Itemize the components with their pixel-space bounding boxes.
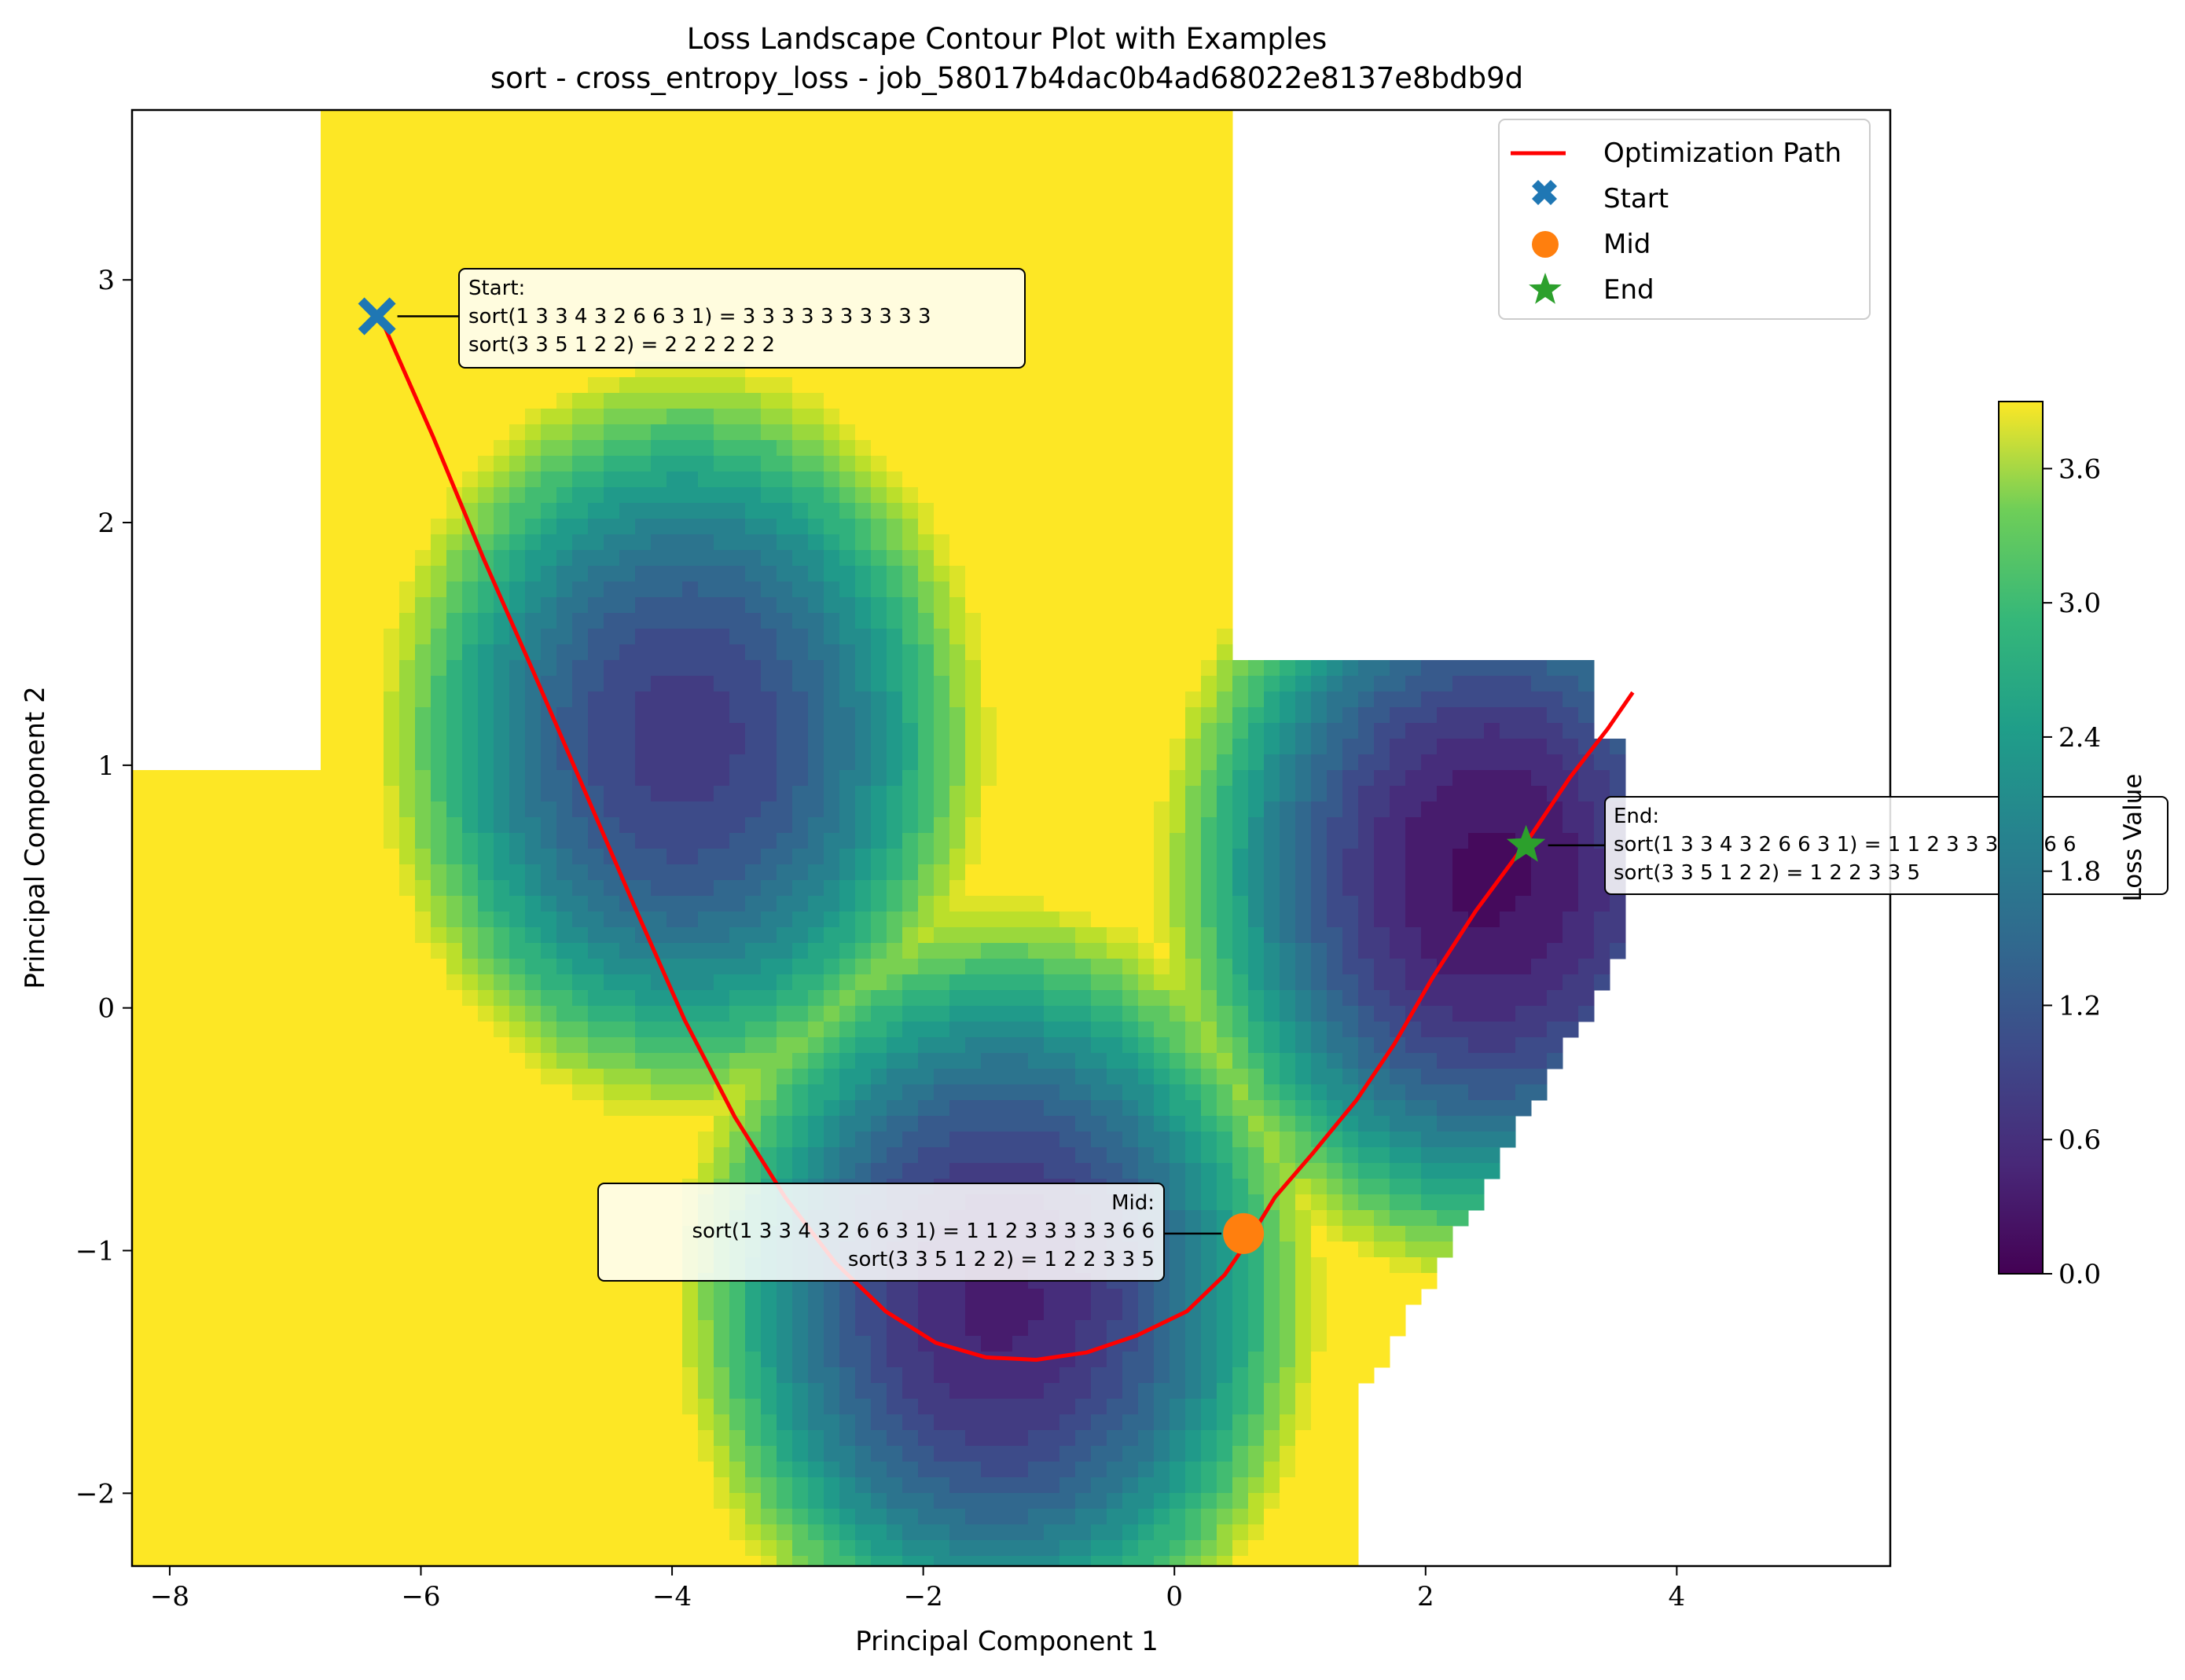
path-layer: [381, 322, 1635, 1362]
annotation-box-start: [458, 268, 1026, 369]
annotation-line-mid: sort(1 3 3 4 3 2 6 6 3 1) = 1 1 2 3 3 3 …: [692, 1220, 1155, 1243]
y-axis-ticks: −2 −1 0 1 2 3: [75, 265, 132, 1509]
legend-label-path: Optimization Path: [1603, 138, 1842, 169]
colorbar-tick-label: 1.8: [2058, 857, 2101, 888]
x-tick-label: −8: [150, 1581, 189, 1612]
chart-title: Loss Landscape Contour Plot with Example…: [687, 22, 1328, 56]
x-tick-label: −6: [401, 1581, 440, 1612]
end-marker: [1506, 824, 1546, 862]
colorbar-gradient: [1998, 401, 2044, 1275]
legend: Optimization Path Start Mid End: [1498, 119, 1871, 320]
y-tick-label: 2: [97, 508, 115, 539]
legend-end-star-icon: [1529, 273, 1562, 304]
start-marker: [358, 297, 396, 336]
x-axis-ticks: −8 −6 −4 −2 0 2 4: [150, 1566, 1685, 1612]
annotation-line-end: End:: [1614, 805, 1659, 828]
legend-box: [1498, 119, 1871, 320]
legend-label-end: End: [1603, 274, 1654, 306]
annotation-line-start: Start:: [468, 277, 525, 300]
annotation-line-end: sort(3 3 5 1 2 2) = 1 2 2 3 3 5: [1614, 861, 1920, 885]
y-tick-label: 0: [97, 993, 115, 1025]
mid-marker: [1223, 1212, 1265, 1254]
contour-field: [132, 110, 1626, 1566]
x-tick-label: 0: [1166, 1581, 1183, 1612]
y-tick-label: −1: [75, 1236, 115, 1267]
chart-subtitle: sort - cross_entropy_loss - job_58017b4d…: [490, 61, 1523, 95]
colorbar-tick-label: 2.4: [2058, 722, 2101, 754]
colorbar-ticks: 0.0 0.6 1.2 1.8 2.4 3.0 3.6: [2043, 453, 2101, 1290]
colorbar-tick-label: 0.6: [2058, 1124, 2101, 1156]
annotation-line-mid: Mid:: [1111, 1191, 1155, 1215]
colorbar-label: Loss Value: [2119, 774, 2147, 902]
y-tick-label: 3: [97, 265, 115, 296]
annotation-line-start: sort(3 3 5 1 2 2) = 2 2 2 2 2 2: [468, 333, 775, 357]
x-axis-label: Principal Component 1: [855, 1626, 1159, 1657]
legend-label-start: Start: [1603, 183, 1669, 215]
legend-label-mid: Mid: [1603, 229, 1651, 260]
y-axis-label: Principal Component 2: [20, 686, 51, 989]
annotation-line-start: sort(1 3 3 4 3 2 6 6 3 1) = 3 3 3 3 3 3 …: [468, 305, 931, 328]
y-tick-label: 1: [97, 750, 115, 782]
marker-layer: [358, 297, 1546, 1254]
optimization-path-line: [381, 322, 1635, 1362]
x-tick-label: −4: [652, 1581, 692, 1612]
colorbar-tick-label: 3.0: [2058, 588, 2101, 619]
legend-mid-circle-icon: [1532, 231, 1559, 258]
x-tick-label: 2: [1417, 1581, 1434, 1612]
annotation-line-mid: sort(3 3 5 1 2 2) = 1 2 2 3 3 5: [848, 1248, 1155, 1271]
colorbar-tick-label: 0.0: [2058, 1259, 2101, 1290]
annotation-box-mid: [597, 1183, 1165, 1282]
x-tick-label: −2: [904, 1581, 943, 1612]
x-tick-label: 4: [1669, 1581, 1686, 1612]
colorbar: 0.0 0.6 1.2 1.8 2.4 3.0 3.6 Loss Value: [1998, 401, 2147, 1290]
colorbar-tick-label: 1.2: [2058, 990, 2101, 1022]
legend-start-x-icon: [1532, 180, 1557, 205]
colorbar-tick-label: 3.6: [2058, 453, 2101, 485]
y-tick-label: −2: [75, 1478, 115, 1509]
